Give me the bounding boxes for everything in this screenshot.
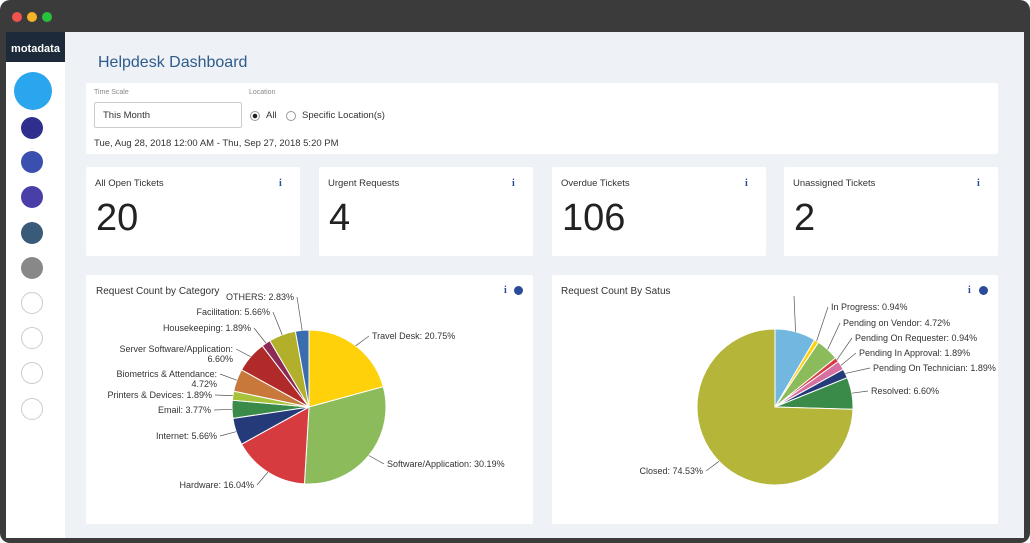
slice-label: Pending on Vendor: 4.72% [843,318,951,328]
nav-icon[interactable] [21,398,43,420]
slice-label: Facilitation: 5.66% [196,307,270,317]
slice-label: Biometrics & Attendance: 4.72% [116,369,217,389]
info-icon[interactable]: i [745,178,748,189]
slice-label: Housekeeping: 1.89% [162,323,251,333]
leader-line [219,373,237,381]
close-dot[interactable] [12,12,22,22]
slice-label: Pending On Technician: 1.89% [873,363,996,373]
kpi-card: Overdue Tickets i 106 [552,167,766,256]
kpi-value: 2 [794,197,816,239]
info-icon[interactable]: i [504,285,507,296]
nav-icon[interactable] [21,186,43,208]
kpi-card: Unassigned Tickets i 2 [784,167,998,256]
leader-line [219,431,237,437]
date-range: Tue, Aug 28, 2018 12:00 AM - Thu, Sep 27… [94,138,339,149]
time-scale-select[interactable]: This Month [94,102,242,128]
nav-icon[interactable] [21,222,43,244]
leader-line [816,306,829,342]
maximize-dot[interactable] [42,12,52,22]
radio-label: All [266,110,277,121]
info-icon[interactable]: i [968,285,971,296]
radio-label: Specific Location(s) [302,110,385,121]
slice-label: Travel Desk: 20.75% [372,331,456,341]
slice-label: Software/Application: 30.19% [387,459,505,469]
minimize-dot[interactable] [27,12,37,22]
radio-all[interactable] [250,111,260,121]
nav-icon[interactable] [21,327,43,349]
nav-icon[interactable] [21,362,43,384]
leader-line [840,352,857,366]
nav-icon[interactable] [21,117,43,139]
kpi-card: All Open Tickets i 20 [86,167,300,256]
kpi-label: Urgent Requests [328,178,400,189]
kpi-card: Urgent Requests i 4 [319,167,533,256]
leader-line [213,408,233,411]
slice-label: Printers & Devices: 1.89% [107,390,212,400]
leader-line [793,295,796,332]
slice-label: Hardware: 16.04% [179,480,254,490]
nav-icon[interactable] [21,151,43,173]
screen: motadata Helpdesk Dashboard Time Scale T… [6,32,1024,538]
logo[interactable]: motadata [6,32,65,62]
chart-type-icon[interactable] [979,286,988,295]
kpi-label: Unassigned Tickets [793,178,876,189]
kpi-label: Overdue Tickets [561,178,630,189]
nav-icon[interactable] [14,72,52,110]
kpi-value: 4 [329,197,351,239]
info-icon[interactable]: i [279,178,282,189]
sidebar: motadata [6,32,65,538]
leader-line [256,471,269,486]
slice-label: Pending In Approval: 1.89% [859,348,971,358]
slice-label: Resolved: 6.60% [871,386,940,396]
slice-label: Internet: 5.66% [155,431,217,441]
leader-line [235,348,251,358]
slice-label: OTHERS: 2.83% [225,292,294,302]
nav-icon[interactable] [21,292,43,314]
leader-line [851,390,869,394]
slice-label: Email: 3.77% [157,405,211,415]
chart-title: Request Count by Category [96,286,220,297]
leader-line [368,455,385,465]
field-label: Location [249,89,276,96]
info-icon[interactable]: i [512,178,515,189]
slice-label: In Progress: 0.94% [831,302,908,312]
slice-label: Server Software/Application: 6.60% [119,344,233,364]
kpi-value: 106 [562,197,626,239]
leader-line [845,367,871,374]
kpi-value: 20 [96,197,139,239]
kpi-label: All Open Tickets [95,178,164,189]
pie-slice [240,406,310,485]
slice-label: Closed: 74.53% [639,466,703,476]
leader-line [214,394,233,396]
radio-specific[interactable] [286,111,296,121]
info-icon[interactable]: i [977,178,980,189]
field-label: Time Scale [94,89,129,96]
leader-line [355,335,370,347]
leader-line [272,311,283,335]
leader-line [253,327,267,344]
chart-title: Request Count By Satus [561,286,671,297]
nav-icon[interactable] [21,257,43,279]
leader-line [296,296,303,331]
select-value: This Month [103,110,150,121]
leader-line [705,461,720,472]
page-title: Helpdesk Dashboard [98,54,248,71]
leader-line [836,337,853,360]
charts [213,295,871,486]
chart-type-icon[interactable] [514,286,523,295]
leader-line [827,322,841,350]
slice-label: Pending On Requester: 0.94% [855,333,978,343]
filter-card: Time Scale This Month Location All Speci… [86,83,998,154]
